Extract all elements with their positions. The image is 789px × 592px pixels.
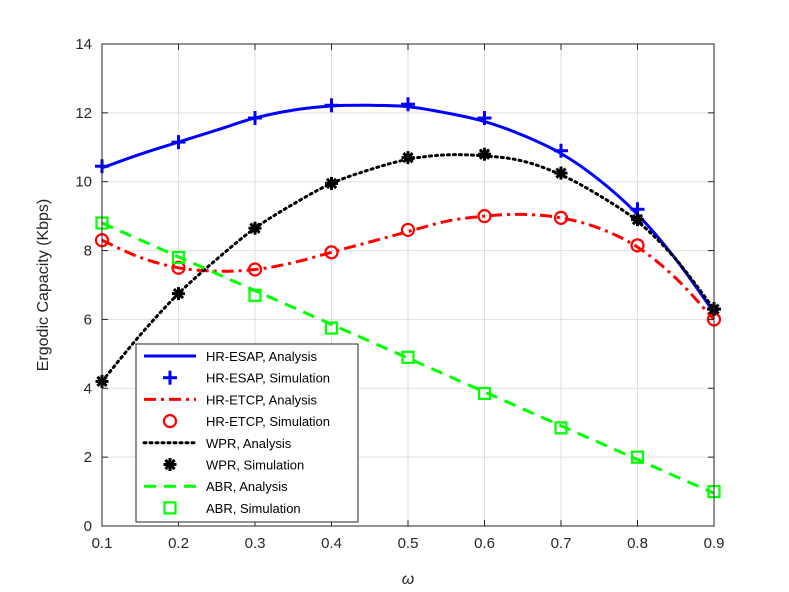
legend: HR-ESAP, Analysis HR-ESAP, Simulation HR-E…: [135, 343, 359, 523]
plus-marker: [477, 111, 492, 126]
circle-marker: [553, 210, 569, 225]
x-tick-label: 0.6: [474, 535, 495, 552]
plus-marker: [554, 143, 568, 158]
asterisk-marker: [554, 166, 568, 180]
x-tick-label: 0.3: [245, 535, 266, 552]
square-marker: [554, 421, 568, 435]
series-line-2: [101, 212, 716, 321]
legend-label: HR-ETCP, Analysis: [206, 392, 318, 407]
plus-marker: [163, 370, 177, 385]
axis-ticks: 0.1 0.2 0.3 0.4 0.5 0.6 0.7 0.8 0.9 0 2 4 6 8 10 12 14: [75, 36, 724, 552]
legend-box: [135, 343, 359, 523]
series-markers-3: [94, 209, 722, 327]
square-marker: [401, 350, 415, 364]
y-tick-label: 4: [84, 380, 92, 397]
asterisk-marker-stroke: [478, 148, 491, 160]
x-tick-label: 0.4: [321, 535, 342, 552]
asterisk-marker-stroke: [325, 177, 338, 190]
circle-marker: [477, 209, 492, 224]
legend-label: HR-ETCP, Simulation: [206, 414, 330, 429]
circle-marker: [324, 245, 339, 260]
legend-label: HR-ESAP, Simulation: [206, 371, 330, 386]
asterisk-marker-stroke: [249, 222, 261, 234]
series-line-6: [101, 221, 715, 495]
square-marker: [163, 501, 177, 515]
asterisk-marker-stroke: [164, 458, 176, 471]
asterisk-marker-stroke: [402, 151, 414, 164]
legend-label: WPR, Simulation: [206, 458, 304, 473]
x-axis-title: ω: [402, 571, 414, 588]
x-tick-label: 0.9: [704, 535, 725, 552]
circle-marker: [630, 238, 645, 253]
x-tick-label: 0.2: [168, 535, 189, 552]
asterisk-marker: [478, 147, 491, 161]
y-tick-label: 2: [84, 449, 92, 466]
series-markers-5: [95, 147, 721, 388]
asterisk-marker-stroke: [631, 213, 644, 226]
square-marker: [248, 288, 262, 302]
legend-label: HR-ESAP, Analysis: [206, 349, 318, 364]
circle-marker: [247, 262, 263, 277]
legend-marker-7: [163, 501, 177, 515]
x-tick-label: 0.5: [398, 535, 419, 552]
asterisk-marker-stroke: [555, 167, 567, 179]
asterisk-marker: [163, 458, 177, 471]
asterisk-marker: [325, 176, 338, 190]
plus-marker: [171, 135, 186, 150]
legend-marker-5: [163, 458, 177, 471]
y-axis-title: Ergodic Capacity (Kbps): [35, 199, 52, 372]
y-tick-label: 12: [75, 105, 92, 122]
square-marker: [324, 321, 339, 335]
circle-marker: [162, 414, 178, 429]
legend-marker-3: [162, 414, 178, 429]
asterisk-marker: [631, 213, 644, 227]
circle-marker: [171, 260, 186, 275]
asterisk-marker-stroke: [172, 287, 185, 300]
y-tick-label: 6: [84, 311, 92, 328]
legend-marker-1: [163, 370, 177, 385]
x-tick-label: 0.7: [551, 535, 572, 552]
legend-label: ABR, Analysis: [206, 479, 288, 494]
legend-label: WPR, Analysis: [206, 436, 292, 451]
y-tick-label: 8: [84, 243, 92, 260]
plus-marker: [248, 111, 262, 126]
square-marker: [477, 386, 492, 401]
y-tick-label: 14: [75, 36, 92, 53]
plus-marker: [324, 98, 339, 113]
asterisk-marker: [401, 151, 415, 165]
y-tick-label: 0: [84, 518, 92, 535]
square-marker: [171, 250, 186, 265]
x-tick-label: 0.1: [92, 535, 113, 552]
y-tick-label: 10: [75, 174, 92, 191]
square-marker: [630, 450, 645, 464]
circle-marker: [400, 222, 416, 238]
asterisk-marker: [248, 221, 262, 235]
legend-label: ABR, Simulation: [206, 501, 301, 516]
plus-marker: [401, 97, 415, 112]
asterisk-marker: [172, 287, 185, 301]
x-tick-label: 0.8: [627, 535, 648, 552]
